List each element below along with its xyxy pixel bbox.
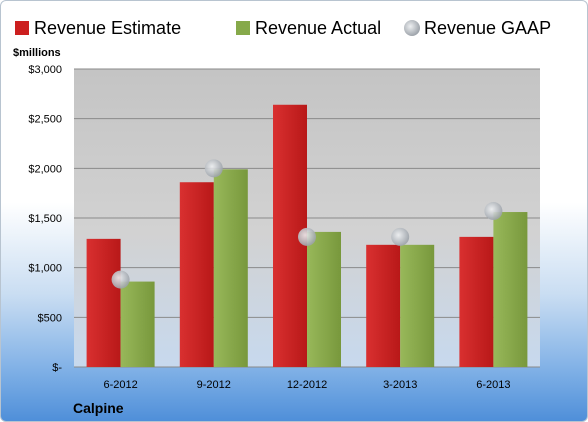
- gaap-markers: [111, 159, 503, 289]
- y-tick-label: $1,500: [28, 213, 62, 225]
- x-axis-ticks: 6-2012 9-2012 12-2012 3-2013 6-2013: [103, 379, 510, 391]
- revenue-gaap-marker: [204, 159, 223, 178]
- revenue-gaap-marker: [391, 227, 410, 246]
- x-tick-label: 3-2013: [383, 379, 417, 391]
- revenue-actual-bar: [120, 281, 155, 367]
- legend-label: Revenue GAAP: [424, 18, 551, 38]
- revenue-actual-bar: [400, 244, 435, 367]
- y-tick-label: $2,000: [28, 163, 62, 175]
- revenue-estimate-bar: [459, 236, 494, 367]
- revenue-gaap-marker: [298, 227, 316, 246]
- revenue-estimate-bar: [366, 244, 401, 367]
- revenue-actual-bar: [213, 169, 248, 367]
- legend-label: Revenue Estimate: [34, 18, 181, 38]
- y-axis-unit-label: $millions: [13, 47, 61, 59]
- legend: Revenue Estimate Revenue Actual Revenue GA…: [15, 18, 551, 38]
- y-axis-ticks: $- $500 $1,000 $1,500 $2,000 $2,500 $3,000: [28, 64, 62, 374]
- revenue-actual-bar: [307, 231, 341, 367]
- legend-swatch: [236, 21, 250, 35]
- x-tick-label: 9-2012: [197, 379, 231, 391]
- y-tick-label: $-: [52, 362, 62, 374]
- legend-swatch: [15, 21, 29, 35]
- x-tick-label: 6-2012: [103, 379, 137, 391]
- revenue-gaap-marker: [111, 270, 130, 289]
- x-tick-label: 12-2012: [287, 379, 327, 391]
- revenue-gaap-marker: [484, 202, 503, 221]
- x-tick-label: 6-2013: [476, 379, 510, 391]
- y-tick-label: $1,000: [28, 263, 62, 275]
- y-tick-label: $2,500: [28, 114, 62, 126]
- company-label: Calpine: [73, 400, 124, 416]
- legend-swatch: [404, 20, 420, 36]
- y-tick-label: $500: [38, 312, 62, 324]
- revenue-estimate-bar: [179, 182, 214, 367]
- legend-label: Revenue Actual: [255, 18, 381, 38]
- revenue-estimate-bar: [86, 238, 121, 367]
- revenue-actual-bar: [493, 212, 528, 367]
- y-tick-label: $3,000: [28, 64, 62, 76]
